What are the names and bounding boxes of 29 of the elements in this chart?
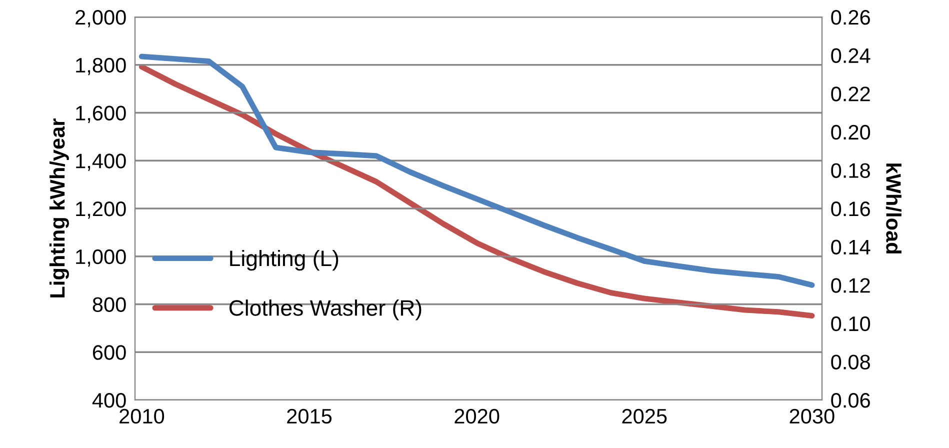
y-tick-label: 2,000 xyxy=(76,10,126,28)
y2-tick-label: 0.10 xyxy=(831,316,870,332)
y2-tick-label: 0.26 xyxy=(831,10,870,25)
y-tick-label: 1,200 xyxy=(76,202,126,219)
y2-axis-title: kWh/load xyxy=(886,164,902,254)
y-tick-label: 1,600 xyxy=(76,106,126,123)
y2-tick-label: 0.18 xyxy=(831,163,870,178)
legend-label: Lighting (L) xyxy=(230,250,338,271)
legend-label: Clothes Washer (R) xyxy=(229,300,422,320)
x-tick-label: 2015 xyxy=(287,408,332,424)
y-axis-title: Lighting kWh/year xyxy=(49,118,69,298)
y2-tick-label: 0.12 xyxy=(831,278,870,293)
x-tick-label: 2020 xyxy=(454,408,500,424)
y2-tick-label: 0.16 xyxy=(831,202,870,216)
y-tick-label: 1,800 xyxy=(76,58,126,76)
y2-tick-label: 0.14 xyxy=(831,240,870,255)
x-tick-label: 2030 xyxy=(790,408,834,424)
y-tick-label: 800 xyxy=(92,297,126,312)
y2-tick-label: 0.08 xyxy=(831,354,870,370)
y2-tick-label: 0.06 xyxy=(831,393,870,408)
y-tick-label: 600 xyxy=(92,345,126,360)
y-tick-label: 400 xyxy=(92,393,126,408)
y2-tick-label: 0.24 xyxy=(831,48,870,64)
y2-tick-label: 0.20 xyxy=(831,124,870,140)
y-tick-label: 1,400 xyxy=(76,154,126,171)
y-tick-label: 1,000 xyxy=(76,249,126,267)
x-tick-label: 2025 xyxy=(622,408,667,424)
x-tick-label: 2010 xyxy=(120,408,164,424)
y2-tick-label: 0.22 xyxy=(831,86,870,102)
